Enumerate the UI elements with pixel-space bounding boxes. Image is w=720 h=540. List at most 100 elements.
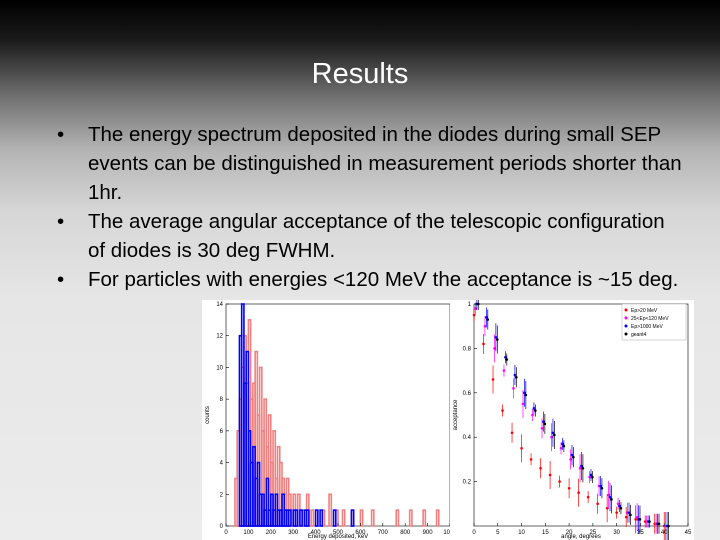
data-point [540,427,544,430]
data-point [551,431,555,435]
y-tick-label: 4 [220,461,224,467]
bullet-text: The energy spectrum deposited in the dio… [88,123,682,204]
x-tick-label: 15 [542,530,549,536]
data-point [559,447,563,450]
data-point [510,431,514,435]
y-tick-label: 0.8 [463,346,472,352]
x-tick-label: 200 [266,530,277,536]
histogram-bar [265,477,270,527]
data-point [608,495,612,499]
x-tick-label: 900 [423,530,434,536]
data-point [618,504,621,508]
data-point [505,358,509,361]
x-tick-label: 100 [243,530,254,536]
data-point [474,307,477,310]
x-tick-label: 35 [637,530,644,536]
data-point [532,407,536,410]
x-tick-label: 20 [566,530,573,536]
data-point [599,484,602,488]
legend-label: Ep>20 MeV [631,308,658,314]
data-point [624,515,628,519]
legend-label: Ep>1000 MeV [631,324,663,330]
bullet-marker: • [57,123,65,146]
x-tick-label: 40 [661,530,668,536]
data-point [561,442,564,446]
data-point [558,480,561,483]
histogram-bar [350,509,355,527]
y-tick-label: 0.2 [463,480,472,486]
x-axis-label: angle, degrees [561,534,601,540]
data-point [494,336,498,339]
x-tick-label: 600 [355,530,366,536]
data-point [627,511,631,514]
x-tick-label: 300 [288,530,299,536]
data-point [607,493,610,497]
data-point [581,466,585,470]
y-tick-label: 0.6 [463,391,472,397]
data-point [520,447,523,450]
x-tick-label: 1000 [443,530,456,536]
data-point [548,473,552,477]
y-axis-label: counts [205,406,211,424]
data-point [577,491,580,494]
y-tick-label: 0.4 [463,435,472,441]
legend-marker [624,324,628,328]
histogram-bar [305,509,310,527]
histogram-bar [408,509,413,527]
legend-marker [624,316,628,320]
histogram-bar [299,509,303,527]
histogram-bar [435,509,440,527]
data-point [485,316,488,319]
x-tick-label: 10 [518,530,525,536]
data-point [591,475,594,479]
data-point [562,444,566,448]
data-point [580,464,583,468]
data-point [483,324,487,328]
data-point [482,342,485,346]
histogram-bar [332,509,337,527]
data-point [589,473,593,477]
histogram-bar [359,509,364,527]
data-point [634,518,637,521]
data-point [550,435,553,439]
data-point [472,313,476,317]
x-tick-label: 400 [311,530,322,536]
histogram-bar [328,493,333,527]
data-point [567,486,571,490]
bullet-item: • The energy spectrum deposited in the di… [55,120,685,207]
bullet-item: • For particles with energies <120 MeV th… [55,265,685,294]
data-point [596,502,599,506]
data-point [501,409,504,412]
legend-marker [624,332,628,336]
x-axis-label: Energy deposited, keV [308,534,368,540]
y-tick-label: 10 [216,365,223,371]
data-point [486,318,490,321]
data-point [605,506,609,510]
y-tick-label: 6 [220,429,224,435]
y-tick-label: 14 [216,302,223,308]
x-tick-label: 700 [378,530,389,536]
y-tick-label: 1 [468,302,472,308]
data-point [496,338,499,341]
data-point [569,458,572,461]
histogram-bar [319,509,324,527]
legend-label: geant4 [631,332,647,338]
data-point [476,302,480,306]
data-point [657,522,661,526]
histogram-bar [287,509,292,527]
y-tick-label: 12 [216,334,223,340]
data-point [619,506,623,510]
data-point [521,402,525,406]
energy-histogram-chart: 0 100 200 300 400 500 600 700 800 900 1000 0 2 4 6 8 10 1… [202,300,456,540]
histogram-bar [294,509,299,527]
data-point [610,498,613,501]
data-point [515,375,518,379]
x-tick-label: 30 [613,530,620,536]
x-tick-label: 45 [685,530,692,536]
x-tick-label: 5 [496,530,500,536]
acceptance-svg: 0 5 10 15 20 25 30 35 40 45 0.2 0.4 0.6 0.8 1 angle, de… [453,300,692,540]
x-tick-label: 0 [224,530,228,536]
data-point [586,495,590,499]
data-point [512,387,515,390]
legend-label: 25<Ep<120 MeV [631,316,669,322]
